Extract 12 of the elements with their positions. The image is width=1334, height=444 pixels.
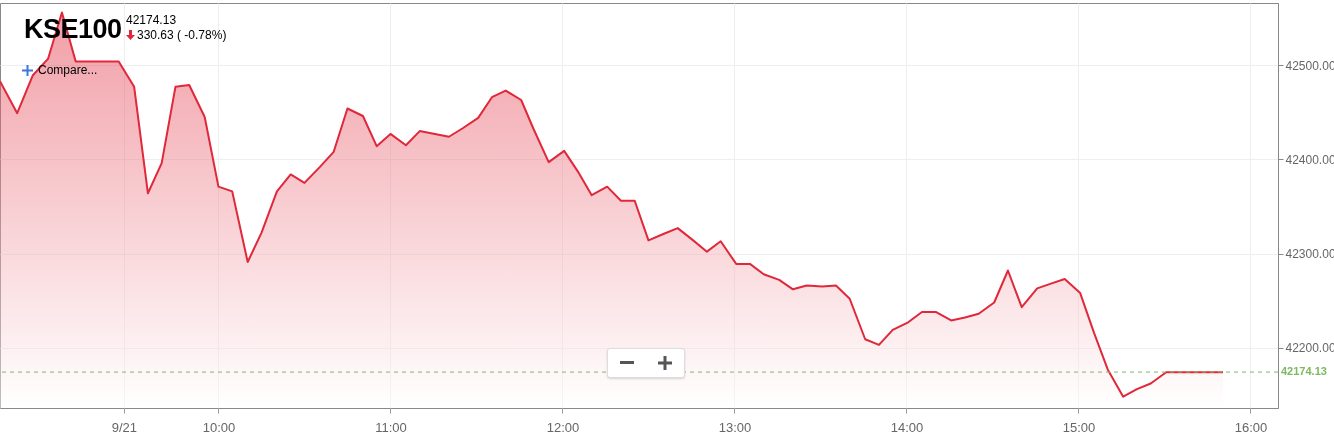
x-tick-label: 10:00 bbox=[202, 419, 236, 435]
x-tick-label: 12:00 bbox=[546, 419, 580, 435]
ref-line-label: 42174.13 bbox=[1281, 365, 1327, 378]
x-tick-label: 9/21 bbox=[111, 419, 137, 435]
x-tick-label: 11:00 bbox=[375, 419, 407, 435]
x-tick-label: 16:00 bbox=[1234, 419, 1268, 435]
text: 42174.13 bbox=[126, 13, 177, 27]
annotation: 330.63 ( -0.78%) bbox=[137, 28, 227, 42]
x-tick-label: 14:00 bbox=[890, 419, 924, 435]
x-tick-label: 13:00 bbox=[718, 419, 752, 435]
annotation: Compare... bbox=[38, 63, 98, 77]
x-tick-label: 15:00 bbox=[1062, 419, 1096, 435]
